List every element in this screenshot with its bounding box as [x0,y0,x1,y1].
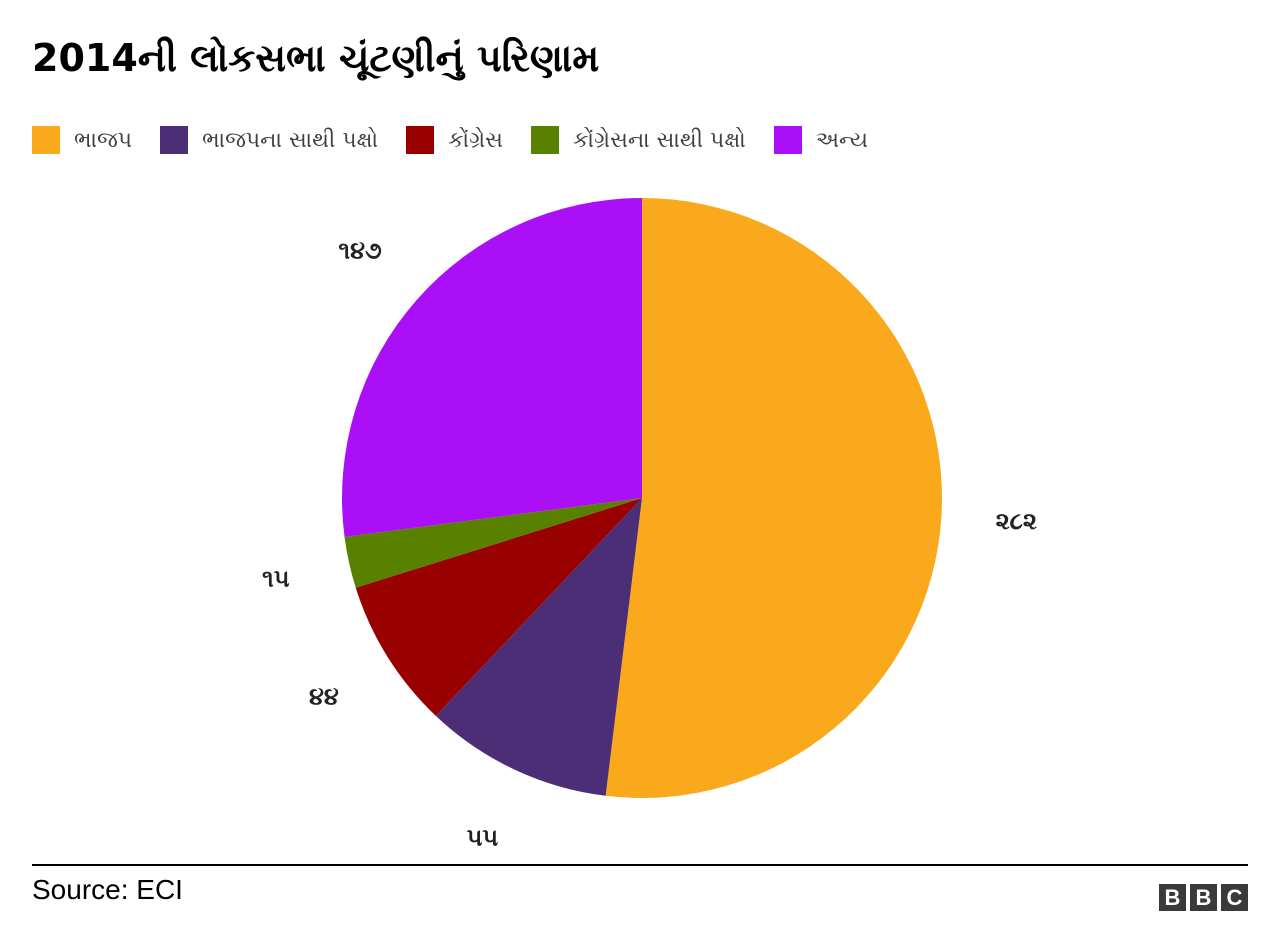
footer-divider [32,864,1248,866]
legend-label-congress: કોંગ્રેસ [448,127,503,153]
legend-label-bjp-allies: ભાજપના સાથી પક્ષો [202,127,379,153]
legend-item-congress: કોંગ્રેસ [406,126,503,154]
slice-others [342,198,642,537]
legend-swatch-bjp-allies [160,126,189,154]
bbc-logo-letter-2: B [1190,884,1217,911]
source-note: Source: ECI [32,874,183,905]
slice-bjp [605,198,942,798]
legend-item-bjp-allies: ભાજપના સાથી પક્ષો [160,126,378,154]
legend-item-bjp: ભાજપ [32,126,132,154]
chart-legend: ભાજપ ભાજપના સાથી પક્ષો કોંગ્રેસ કોંગ્રેસ… [32,126,896,154]
legend-swatch-congress [406,126,435,154]
slice-congress-allies [344,498,642,588]
slice-label-bjp: ૨૮૨ [996,507,1037,535]
slice-label-bjp-allies: ૫૫ [467,823,499,851]
bbc-logo-letter-1: B [1159,884,1186,911]
chart-title: 2014ની લોકસભા ચૂંટણીનું પરિણામ [32,36,600,80]
bbc-logo: B B C [1159,884,1248,911]
bbc-logo-letter-3: C [1221,884,1248,911]
legend-swatch-others [773,126,802,154]
legend-item-others: અન્ય [773,126,869,154]
slice-label-others: ૧૪૭ [338,237,382,265]
legend-item-congress-allies: કોંગ્રેસના સાથી પક્ષો [531,126,746,154]
slice-label-congress-allies: ૧૫ [262,565,290,593]
slice-bjp-allies [435,498,642,796]
slice-label-congress: ૪૪ [309,683,339,711]
slice-congress [355,498,642,716]
legend-label-bjp: ભાજપ [74,127,133,153]
legend-swatch-bjp [32,126,60,154]
legend-label-congress-allies: કોંગ્રેસના સાથી પક્ષો [573,127,746,153]
legend-label-others: અન્ય [815,127,869,153]
legend-swatch-congress-allies [531,126,559,154]
